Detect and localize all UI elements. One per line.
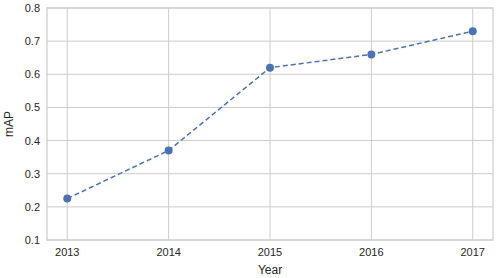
- y-tick-label: 0.3: [25, 168, 40, 180]
- y-tick-label: 0.1: [25, 234, 40, 246]
- data-point: [63, 195, 71, 203]
- y-tick-label: 0.8: [25, 2, 40, 14]
- x-grid-line: [371, 8, 372, 240]
- y-tick-label: 0.7: [25, 35, 40, 47]
- y-tick-label: 0.5: [25, 101, 40, 113]
- data-point: [266, 64, 274, 72]
- data-group: [63, 27, 476, 202]
- y-axis-label: mAP: [2, 111, 16, 137]
- chart-container: 0.1 0.2 0.3 0.4 0.5 0.6 0.7 0.8 2013 2014 2015 2016…: [0, 0, 504, 278]
- data-point: [165, 147, 173, 155]
- data-line: [67, 31, 472, 198]
- y-tick-label: 0.4: [25, 135, 40, 147]
- data-point: [367, 50, 375, 58]
- x-tick-label: 2015: [258, 246, 282, 258]
- plot-frame: [47, 8, 493, 240]
- y-tick-label: 0.6: [25, 68, 40, 80]
- x-grid-line: [67, 8, 68, 240]
- x-grid-line: [472, 8, 473, 240]
- x-grid-line: [270, 8, 271, 240]
- chart-svg: 0.1 0.2 0.3 0.4 0.5 0.6 0.7 0.8 2013 2014 2015 2016…: [0, 0, 504, 278]
- x-tick-label: 2014: [156, 246, 180, 258]
- y-tick-label: 0.2: [25, 201, 40, 213]
- x-tick-label: 2017: [460, 246, 484, 258]
- x-tick-label: 2013: [55, 246, 79, 258]
- x-grid-line: [168, 8, 169, 240]
- x-axis-label: Year: [258, 263, 282, 277]
- data-point: [469, 27, 477, 35]
- x-tick-label: 2016: [359, 246, 383, 258]
